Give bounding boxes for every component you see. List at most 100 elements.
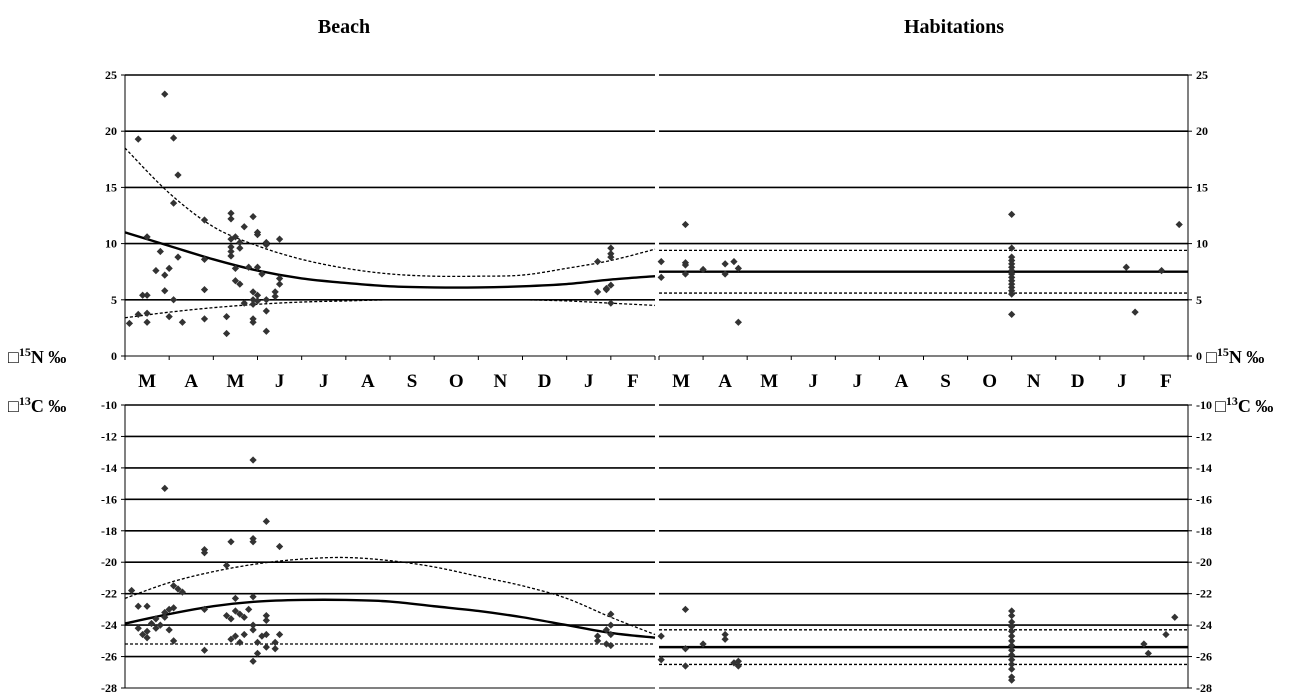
data-point (143, 309, 151, 317)
data-point (607, 299, 615, 307)
month-label: J (809, 371, 819, 392)
data-point (253, 228, 262, 236)
data-point (125, 319, 134, 328)
y-label-c-left: □13C ‰ (8, 394, 66, 416)
y-tick-label: 25 (105, 68, 117, 82)
data-point (143, 291, 151, 299)
y-tick-label: -24 (101, 618, 117, 632)
data-point (721, 260, 729, 268)
data-point (227, 252, 235, 260)
data-point (227, 215, 235, 223)
data-point (143, 318, 151, 326)
y-tick-label: -22 (1196, 587, 1212, 601)
data-point (253, 291, 262, 299)
data-point (152, 266, 160, 275)
y-label-n-right-box: □ (1206, 347, 1217, 367)
confidence-line-1 (124, 147, 656, 278)
y-label-n-right: □15N ‰ (1206, 345, 1264, 367)
data-point (593, 288, 602, 296)
data-point (249, 315, 257, 323)
data-point (681, 662, 690, 670)
data-point (602, 626, 611, 634)
y-tick-label: -10 (1196, 398, 1212, 412)
data-point (1008, 244, 1016, 252)
beach-title: Beach (318, 16, 370, 38)
data-point (227, 635, 235, 643)
fit-line-0 (124, 598, 656, 639)
data-point (271, 292, 279, 301)
data-point (169, 604, 178, 612)
data-point (169, 582, 178, 590)
habitations-title: Habitations (904, 16, 1004, 38)
data-point (271, 645, 279, 653)
data-point (200, 549, 209, 557)
data-point (143, 634, 151, 642)
month-label: J (1117, 371, 1127, 392)
data-point (200, 255, 209, 263)
y-tick-label: -12 (101, 429, 117, 443)
month-label: M (760, 371, 778, 392)
data-point (231, 277, 240, 285)
data-point (236, 280, 244, 288)
data-point (161, 287, 169, 295)
data-point (240, 299, 248, 307)
data-point (249, 288, 257, 296)
data-point (1008, 665, 1016, 673)
data-point (602, 640, 611, 648)
data-point (128, 586, 136, 595)
data-point (249, 593, 257, 601)
data-point (275, 630, 284, 639)
data-point (147, 619, 156, 628)
data-point (262, 241, 270, 249)
data-point (231, 632, 240, 640)
data-point (1157, 266, 1166, 275)
data-point (178, 318, 187, 326)
data-point (253, 638, 262, 647)
month-label: S (407, 371, 418, 392)
month-label: D (1071, 371, 1085, 392)
data-point (262, 517, 270, 525)
data-point (169, 134, 178, 142)
data-point (231, 233, 240, 241)
y-label-c-right-rest: C ‰ (1238, 396, 1274, 416)
data-point (593, 257, 602, 266)
habitations-c13-panel: -28 -26 -24 -22 -20 -18 -16 -14 -12 -10 (657, 398, 1212, 693)
data-point (681, 261, 690, 269)
data-point (657, 632, 665, 640)
data-point (240, 223, 248, 231)
y-tick-label: -10 (101, 398, 117, 412)
data-point (262, 630, 270, 639)
data-point (1140, 640, 1148, 648)
data-point (161, 484, 169, 492)
y-tick-label: -22 (101, 587, 117, 601)
habitations-n15-panel: 0 5 10 15 20 25 (657, 68, 1208, 363)
data-point (657, 257, 665, 266)
y-label-n-left-box: □ (8, 347, 19, 367)
month-label: F (1160, 371, 1172, 392)
data-point (174, 253, 182, 261)
month-label: M (226, 371, 244, 392)
data-point (143, 233, 151, 241)
month-label: J (853, 371, 863, 392)
y-tick-label: -26 (101, 650, 117, 664)
data-point (657, 273, 665, 281)
data-point (1008, 676, 1016, 684)
y-tick-label: -16 (1196, 492, 1212, 506)
data-point (249, 456, 257, 464)
data-point (721, 635, 729, 643)
data-point (200, 646, 209, 654)
data-point (240, 630, 248, 639)
data-point (607, 641, 615, 650)
data-point (275, 235, 284, 243)
data-point (275, 274, 284, 283)
month-label: M (672, 371, 690, 392)
y-tick-label: -20 (101, 555, 117, 569)
y-label-c-left-sup: 13 (19, 394, 31, 408)
month-label: A (361, 371, 375, 392)
beach-c13-panel: -28 -26 -24 -22 -20 -18 -16 -14 -12 -10 (101, 398, 656, 693)
data-point (657, 656, 665, 664)
data-point (178, 588, 187, 596)
